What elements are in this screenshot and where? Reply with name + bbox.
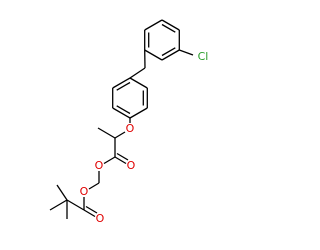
atom-label: O: [96, 212, 105, 225]
atom-label: Cl: [198, 50, 209, 63]
molecule-diagram: Cl O O O O O: [49, 19, 209, 225]
bonds: [49, 19, 194, 219]
atom-label: O: [126, 122, 135, 135]
atom-label: O: [95, 159, 104, 172]
atom-label: O: [80, 185, 89, 198]
atom-label: O: [127, 159, 136, 172]
